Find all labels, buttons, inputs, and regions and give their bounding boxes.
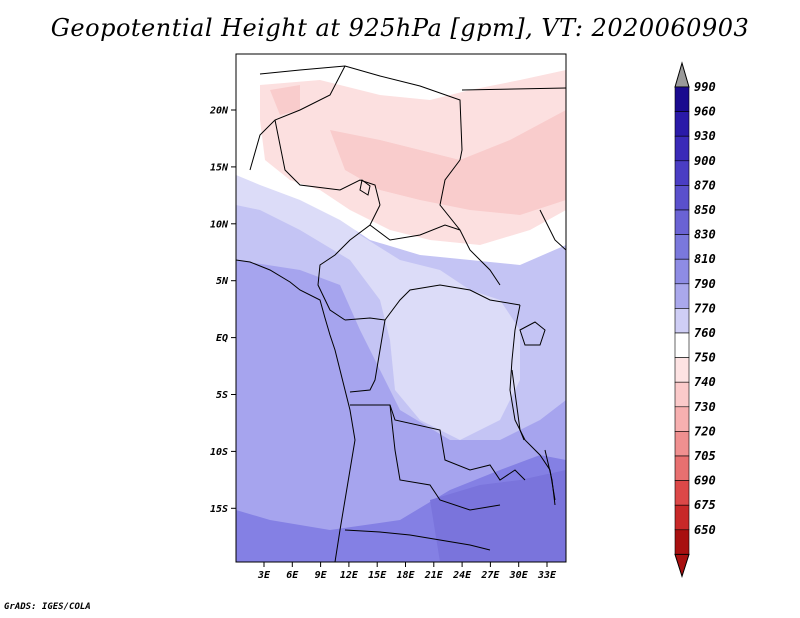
colorbar-swatch bbox=[674, 234, 690, 260]
colorbar-swatch bbox=[674, 111, 690, 137]
colorbar-swatch bbox=[674, 480, 690, 506]
colorbar-level-label: 705 bbox=[694, 449, 716, 463]
lake-victoria bbox=[519, 321, 546, 346]
colorbar-level-label: 770 bbox=[694, 301, 716, 315]
lat-tick-label: 15N bbox=[210, 162, 229, 173]
colorbar-swatch bbox=[674, 185, 690, 211]
lon-tick-label: 27E bbox=[480, 570, 500, 581]
colorbar-level-label: 740 bbox=[694, 375, 716, 389]
lat-tick-label: 15S bbox=[210, 504, 228, 515]
colorbar-swatch bbox=[674, 135, 690, 162]
colorbar-swatch bbox=[674, 431, 690, 457]
colorbar-level-label: 790 bbox=[694, 277, 716, 291]
colorbar-level-label: 750 bbox=[694, 351, 716, 365]
colorbar-level-label: 730 bbox=[694, 400, 716, 414]
colorbar-swatch bbox=[674, 332, 690, 358]
colorbar-swatch bbox=[674, 529, 690, 555]
colorbar-level-label: 810 bbox=[694, 252, 716, 266]
colorbar-bottom-arrow bbox=[674, 553, 690, 579]
colorbar-level-label: 675 bbox=[694, 498, 716, 512]
colorbar-swatch bbox=[674, 406, 690, 432]
lake-malawi bbox=[544, 449, 556, 506]
field-contour-pink bbox=[330, 110, 566, 215]
colorbar-level-label: 930 bbox=[694, 129, 716, 143]
lat-tick-label: 5S bbox=[216, 390, 228, 401]
border-ethiopia bbox=[539, 209, 566, 251]
colorbar-level-label: 720 bbox=[694, 424, 716, 438]
colorbar-swatch bbox=[674, 308, 690, 334]
lon-tick-label: 6E bbox=[286, 570, 299, 581]
map-frame bbox=[235, 53, 567, 563]
colorbar-swatch bbox=[674, 357, 690, 383]
lon-tick-label: 15E bbox=[368, 570, 387, 581]
colorbar-legend: 990 960 930 900 870 850 830 810 790 770 760 750 740 7… bbox=[674, 61, 716, 579]
colorbar-level-label: 960 bbox=[694, 105, 716, 119]
colorbar-swatch bbox=[674, 283, 690, 309]
border-angola-zambia bbox=[389, 404, 501, 511]
border-niger-chad bbox=[274, 119, 381, 206]
field-patch-pink-west bbox=[270, 85, 300, 115]
lon-tick-label: 24E bbox=[452, 570, 472, 581]
colorbar-level-label: 870 bbox=[694, 178, 716, 192]
colorbar-swatch bbox=[674, 86, 690, 112]
colorbar-swatch bbox=[674, 504, 690, 531]
border-drc-south bbox=[350, 404, 526, 481]
lake-tanganyika bbox=[511, 369, 525, 441]
colorbar-level-label: 760 bbox=[694, 326, 716, 340]
lon-tick-label: 21E bbox=[424, 570, 444, 581]
lon-tick-label: 18E bbox=[396, 570, 415, 581]
lat-tick-label: 5N bbox=[216, 276, 229, 287]
border-north-2 bbox=[249, 65, 346, 171]
border-sudan-east bbox=[461, 87, 566, 91]
border-namibia bbox=[344, 529, 491, 551]
borders bbox=[236, 65, 566, 562]
lat-tick-label: 10S bbox=[210, 447, 228, 458]
colorbar-swatch bbox=[674, 209, 690, 235]
colorbar-level-label: 830 bbox=[694, 228, 716, 242]
colorbar-level-label: 850 bbox=[694, 203, 716, 217]
border-north-1 bbox=[259, 65, 463, 161]
lon-tick-label: 33E bbox=[537, 570, 557, 581]
lake-chad bbox=[359, 179, 371, 196]
latitude-axis: 20N 15N 10N 5N EQ 5S 10S 15S bbox=[209, 106, 236, 515]
colorbar-level-label: 650 bbox=[694, 523, 716, 537]
colorbar-swatch bbox=[674, 258, 690, 285]
height-field bbox=[236, 54, 566, 562]
colorbar-level-label: 690 bbox=[694, 474, 716, 488]
border-congo-north bbox=[344, 284, 521, 321]
border-car bbox=[369, 224, 461, 241]
colorbar-level-label: 900 bbox=[694, 154, 716, 168]
chart-title: Geopotential Height at 925hPa [gpm], VT:… bbox=[50, 14, 750, 42]
border-drc-west bbox=[349, 319, 386, 393]
lat-tick-label: 10N bbox=[210, 219, 229, 230]
colorbar-top-arrow bbox=[674, 61, 690, 88]
coastline-west-africa bbox=[236, 259, 356, 562]
colorbar-level-label: 990 bbox=[694, 80, 716, 94]
field-contour-deep-blue-east bbox=[430, 470, 566, 562]
field-contour-pale-blue bbox=[236, 170, 520, 440]
border-east-lakes bbox=[509, 304, 556, 501]
lon-tick-label: 9E bbox=[315, 570, 328, 581]
lon-tick-label: 12E bbox=[340, 570, 359, 581]
lat-tick-label: 20N bbox=[209, 106, 229, 117]
colorbar-swatch bbox=[674, 381, 690, 408]
lon-tick-label: 3E bbox=[257, 570, 271, 581]
colorbar-swatch bbox=[674, 455, 690, 481]
grads-credit: GrADS: IGES/COLA bbox=[4, 602, 91, 612]
lat-tick-label: EQ bbox=[216, 333, 228, 344]
border-cameroon bbox=[317, 204, 381, 321]
colorbar-swatch bbox=[674, 160, 690, 186]
longitude-axis: 3E 6E 9E 12E 15E 18E 21E 24E 27E 30E 33E bbox=[257, 562, 557, 581]
lon-tick-label: 30E bbox=[509, 570, 529, 581]
